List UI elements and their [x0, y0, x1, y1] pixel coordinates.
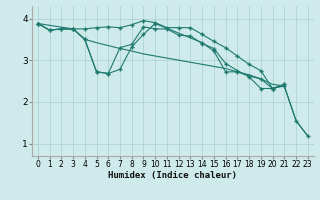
X-axis label: Humidex (Indice chaleur): Humidex (Indice chaleur) [108, 171, 237, 180]
